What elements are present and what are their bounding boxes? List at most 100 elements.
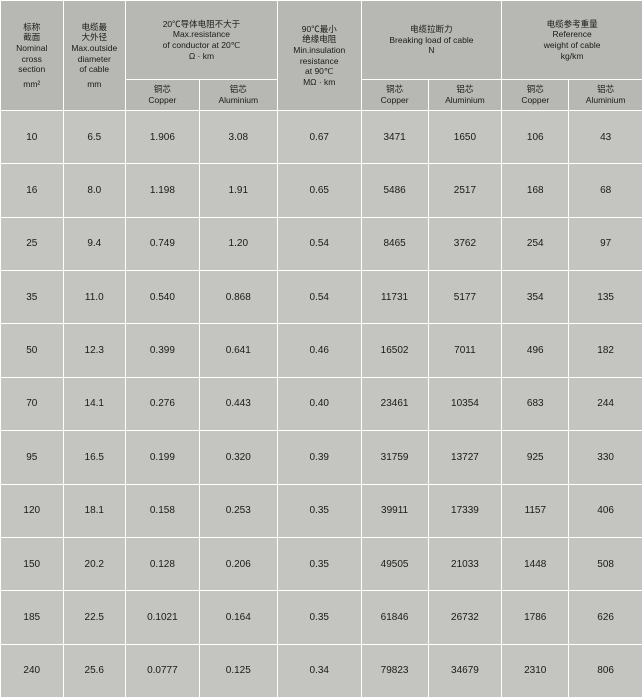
cell-diameter: 25.6 <box>63 644 126 697</box>
cell-insulation: 0.40 <box>277 377 361 430</box>
cell-weight-copper: 683 <box>502 377 569 430</box>
subheader-weight-aluminium: 铝芯Aluminium <box>569 80 643 111</box>
cell-nominal: 25 <box>1 217 64 270</box>
cell-nominal: 70 <box>1 377 64 430</box>
cell-weight-aluminium: 406 <box>569 484 643 537</box>
cell-weight-aluminium: 244 <box>569 377 643 430</box>
cell-diameter: 14.1 <box>63 377 126 430</box>
cell-nominal: 150 <box>1 537 64 590</box>
cell-diameter: 9.4 <box>63 217 126 270</box>
cell-insulation: 0.46 <box>277 324 361 377</box>
table-row: 259.40.7491.200.548465376225497 <box>1 217 643 270</box>
cell-nominal: 120 <box>1 484 64 537</box>
cell-breaking-aluminium: 10354 <box>428 377 502 430</box>
cell-resistance-copper: 1.906 <box>126 111 200 164</box>
cell-breaking-copper: 79823 <box>361 644 428 697</box>
cell-breaking-copper: 5486 <box>361 164 428 217</box>
subheader-resistance-copper: 铜芯Copper <box>126 80 200 111</box>
cell-nominal: 185 <box>1 591 64 644</box>
cell-diameter: 22.5 <box>63 591 126 644</box>
table-body: 106.51.9063.080.673471165010643168.01.19… <box>1 111 643 698</box>
table-row: 5012.30.3990.6410.46165027011496182 <box>1 324 643 377</box>
subheader-weight-copper: 铜芯Copper <box>502 80 569 111</box>
cell-resistance-aluminium: 0.641 <box>199 324 277 377</box>
cell-nominal: 10 <box>1 111 64 164</box>
cell-insulation: 0.35 <box>277 537 361 590</box>
cell-breaking-aluminium: 2517 <box>428 164 502 217</box>
cell-insulation: 0.65 <box>277 164 361 217</box>
cell-weight-aluminium: 806 <box>569 644 643 697</box>
table-row: 24025.60.07770.1250.3479823346792310806 <box>1 644 643 697</box>
cell-resistance-aluminium: 3.08 <box>199 111 277 164</box>
cell-resistance-copper: 0.399 <box>126 324 200 377</box>
cell-nominal: 16 <box>1 164 64 217</box>
cell-resistance-aluminium: 0.443 <box>199 377 277 430</box>
cell-breaking-aluminium: 3762 <box>428 217 502 270</box>
cell-insulation: 0.35 <box>277 484 361 537</box>
table-row: 106.51.9063.080.673471165010643 <box>1 111 643 164</box>
cell-resistance-copper: 0.0777 <box>126 644 200 697</box>
col-header-weight: 电缆参考重量Referenceweight of cablekg/km <box>502 1 643 80</box>
cell-breaking-copper: 11731 <box>361 271 428 324</box>
cell-resistance-aluminium: 0.868 <box>199 271 277 324</box>
cell-resistance-aluminium: 0.206 <box>199 537 277 590</box>
cell-nominal: 240 <box>1 644 64 697</box>
cell-breaking-aluminium: 34679 <box>428 644 502 697</box>
table-row: 9516.50.1990.3200.393175913727925330 <box>1 431 643 484</box>
cell-breaking-aluminium: 17339 <box>428 484 502 537</box>
cell-weight-copper: 1448 <box>502 537 569 590</box>
cell-weight-copper: 254 <box>502 217 569 270</box>
header-text: 标称截面Nominalcrosssection <box>16 22 47 75</box>
cell-breaking-copper: 8465 <box>361 217 428 270</box>
cell-weight-aluminium: 182 <box>569 324 643 377</box>
cell-diameter: 16.5 <box>63 431 126 484</box>
cell-nominal: 35 <box>1 271 64 324</box>
cell-resistance-copper: 0.276 <box>126 377 200 430</box>
cell-weight-copper: 106 <box>502 111 569 164</box>
cell-resistance-aluminium: 0.320 <box>199 431 277 484</box>
cell-weight-copper: 168 <box>502 164 569 217</box>
cell-breaking-copper: 31759 <box>361 431 428 484</box>
cell-resistance-copper: 0.749 <box>126 217 200 270</box>
table-row: 15020.20.1280.2060.3549505210331448508 <box>1 537 643 590</box>
cell-resistance-aluminium: 0.253 <box>199 484 277 537</box>
cell-breaking-copper: 16502 <box>361 324 428 377</box>
cell-resistance-aluminium: 0.164 <box>199 591 277 644</box>
cell-breaking-aluminium: 7011 <box>428 324 502 377</box>
cell-breaking-copper: 61846 <box>361 591 428 644</box>
cell-insulation: 0.67 <box>277 111 361 164</box>
subheader-resistance-aluminium: 铝芯Aluminium <box>199 80 277 111</box>
subheader-breaking-copper: 铜芯Copper <box>361 80 428 111</box>
cell-weight-aluminium: 43 <box>569 111 643 164</box>
cell-resistance-copper: 0.1021 <box>126 591 200 644</box>
cell-breaking-aluminium: 21033 <box>428 537 502 590</box>
col-header-nominal: 标称截面Nominalcrosssection mm² <box>1 1 64 111</box>
cell-nominal: 50 <box>1 324 64 377</box>
cell-weight-aluminium: 135 <box>569 271 643 324</box>
col-header-resistance: 20℃导体电阻不大于Max.resistanceof conductor at … <box>126 1 278 80</box>
table-row: 7014.10.2760.4430.402346110354683244 <box>1 377 643 430</box>
cell-diameter: 20.2 <box>63 537 126 590</box>
cell-breaking-copper: 23461 <box>361 377 428 430</box>
cell-diameter: 12.3 <box>63 324 126 377</box>
cell-weight-copper: 925 <box>502 431 569 484</box>
cell-resistance-copper: 0.199 <box>126 431 200 484</box>
cell-breaking-aluminium: 26732 <box>428 591 502 644</box>
cell-resistance-copper: 0.128 <box>126 537 200 590</box>
table-row: 168.01.1981.910.655486251716868 <box>1 164 643 217</box>
cell-breaking-copper: 49505 <box>361 537 428 590</box>
cell-breaking-aluminium: 1650 <box>428 111 502 164</box>
cell-weight-aluminium: 97 <box>569 217 643 270</box>
cell-weight-aluminium: 68 <box>569 164 643 217</box>
cell-weight-copper: 1157 <box>502 484 569 537</box>
cell-diameter: 8.0 <box>63 164 126 217</box>
cell-weight-aluminium: 330 <box>569 431 643 484</box>
col-header-diameter: 电缆最大外径Max.outsidediameterof cable mm <box>63 1 126 111</box>
cell-resistance-aluminium: 1.20 <box>199 217 277 270</box>
header-unit: mm <box>64 79 126 90</box>
col-header-breaking: 电缆拉断力Breaking load of cableN <box>361 1 502 80</box>
cable-spec-table: 标称截面Nominalcrosssection mm² 电缆最大外径Max.ou… <box>0 0 643 698</box>
cell-weight-aluminium: 508 <box>569 537 643 590</box>
cell-resistance-copper: 1.198 <box>126 164 200 217</box>
cell-resistance-copper: 0.540 <box>126 271 200 324</box>
